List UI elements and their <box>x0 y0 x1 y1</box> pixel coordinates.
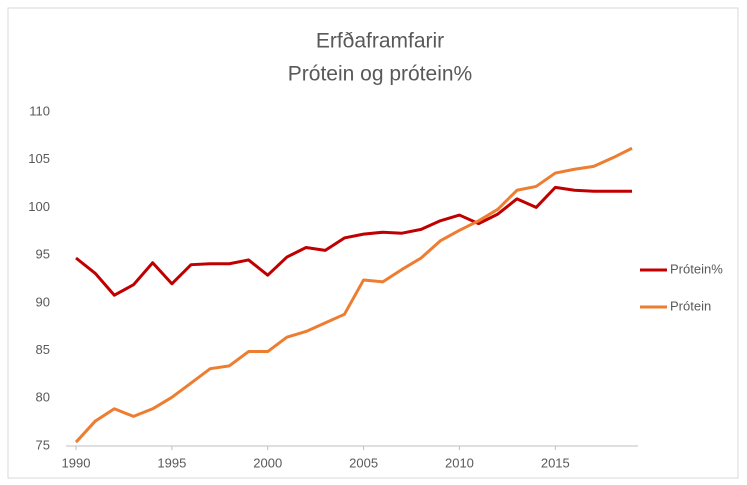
y-tick-label: 100 <box>28 199 50 214</box>
y-tick-label: 110 <box>29 103 50 118</box>
x-tick-label: 1990 <box>62 455 91 470</box>
y-tick-label: 105 <box>28 151 50 166</box>
x-tick-label: 2010 <box>445 455 474 470</box>
chart-border <box>7 7 739 479</box>
x-tick-label: 2005 <box>349 455 378 470</box>
y-tick-label: 90 <box>36 294 50 309</box>
y-tick-label: 80 <box>36 390 50 405</box>
series-line <box>75 185 632 297</box>
x-tick-label: 2015 <box>541 455 570 470</box>
y-tick-label: 85 <box>36 342 50 357</box>
legend-label: Prótein <box>670 298 711 313</box>
legend-label: Prótein% <box>670 261 723 276</box>
chart-subtitle: Prótein og prótein% <box>288 63 472 86</box>
y-tick-label: 95 <box>36 247 50 262</box>
x-tick-label: 2000 <box>253 455 282 470</box>
y-tick-label: 75 <box>36 437 50 452</box>
x-tick-label: 1995 <box>157 455 186 470</box>
chart-title: Erfðaframfarir <box>316 30 444 53</box>
series-line <box>74 146 633 444</box>
